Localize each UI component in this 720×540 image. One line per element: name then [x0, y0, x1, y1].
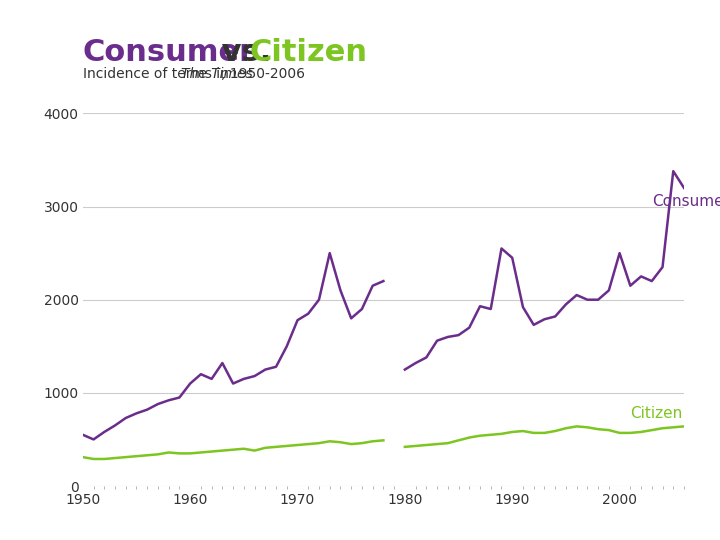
Text: vs.: vs.	[211, 38, 282, 67]
Text: Citizen: Citizen	[630, 406, 683, 421]
Text: Incidence of terms in: Incidence of terms in	[83, 68, 233, 82]
Text: Citizen: Citizen	[250, 38, 368, 67]
Text: The Times: The Times	[181, 68, 253, 82]
Text: Consumer: Consumer	[83, 38, 255, 67]
Text: Consumer: Consumer	[652, 194, 720, 210]
Text: , 1950-2006: , 1950-2006	[221, 68, 305, 82]
